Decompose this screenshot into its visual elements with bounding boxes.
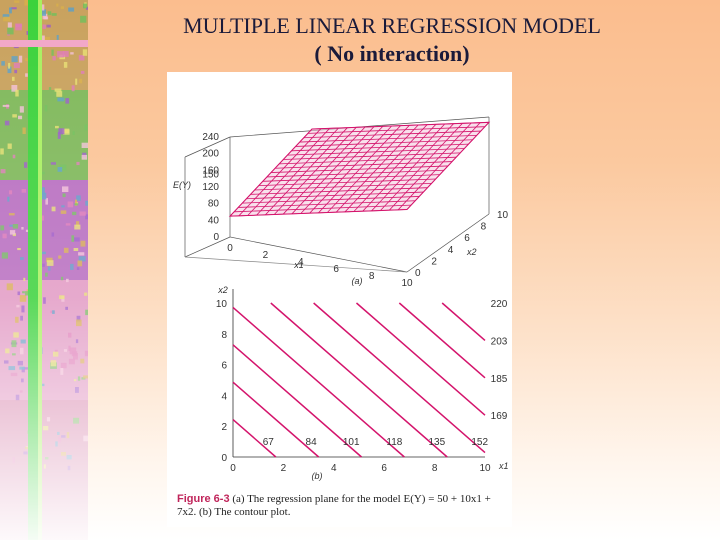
x1-tick-label: 0 [227, 243, 233, 254]
x1-tick-label: 4 [298, 257, 304, 268]
contour-x-tick-label: 0 [230, 463, 236, 474]
plane-grid-line [406, 122, 490, 210]
contour-level-label: 135 [429, 437, 446, 448]
plane-grid-line [279, 156, 457, 165]
contour-line [398, 302, 486, 379]
figure-panel: 0 40 80 120 150 160 200 240 E(Y) 0 2 4 6 8 10 x1 0 2 4 6 8 10… [167, 72, 512, 527]
regression-plane [228, 121, 491, 217]
contour-x-tick-label: 10 [479, 463, 491, 474]
contour-x-axis-label: x1 [498, 461, 509, 471]
contour-axis-labels: 67 84 101 118 135 152 169 185 203 220 0 2 4 6 8 10 x1 0 2 4… [216, 285, 509, 481]
contour-y-tick-label: 10 [216, 299, 228, 310]
plane-grid-line [380, 123, 463, 211]
x2-tick-label: 6 [464, 233, 470, 244]
plane-grid-line [303, 130, 481, 139]
plane-grid-line [283, 152, 461, 160]
plane-grid-line [327, 125, 410, 213]
contour-level-label: 84 [306, 437, 318, 448]
x1-tick-label: 8 [369, 271, 375, 282]
plane-grid-line [287, 148, 465, 156]
slide-subtitle: ( No interaction) [314, 41, 470, 66]
contour-lines [232, 302, 486, 458]
x2-tick-label: 8 [481, 222, 487, 233]
contour-level-label: 118 [386, 437, 402, 448]
contour-y-tick-label: 8 [221, 330, 227, 341]
contour-y-tick-label: 6 [221, 361, 227, 372]
contour-level-label: 203 [491, 336, 508, 347]
caption-text: (a) The regression plane for the model E… [177, 493, 491, 518]
figure-svg: 04080120150160200240E(Y)0246810x10246810… [173, 116, 509, 481]
contour-axes [232, 289, 485, 458]
x1-tick-label: 2 [263, 250, 269, 261]
x2-tick-label: 2 [431, 256, 437, 267]
z-axis-label: E(Y) [173, 180, 191, 190]
plane-grid-line [229, 128, 313, 217]
panel-b-label: (b) [312, 471, 323, 481]
z-tick-label: 240 [202, 132, 219, 143]
plane-grid-line [270, 165, 449, 173]
plane-grid-line [311, 121, 490, 130]
figure-caption: Figure 6-3 (a) The regression plane for … [177, 493, 507, 519]
contour-level-label: 67 [263, 437, 275, 448]
plane-grid-line [275, 161, 453, 169]
z-tick-label: 0 [213, 232, 219, 243]
contour-line [313, 302, 486, 454]
z-tick-label: 160 [202, 165, 219, 176]
slide-title: MULTIPLE LINEAR REGRESSION MODEL [183, 13, 601, 38]
plane-grid-line [397, 122, 481, 211]
contour-y-axis-label: x2 [217, 285, 228, 295]
contour-y-tick-label: 0 [221, 453, 227, 464]
contour-y-tick-label: 2 [221, 422, 227, 433]
contour-level-label: 169 [491, 411, 508, 422]
contour-line [270, 302, 448, 458]
contour-x-tick-label: 2 [281, 463, 287, 474]
contour-y-tick-label: 4 [221, 391, 227, 402]
contour-x-tick-label: 6 [381, 463, 387, 474]
contour-line [232, 381, 320, 458]
caption-label: Figure 6-3 [177, 493, 230, 505]
contour-level-label: 152 [471, 437, 488, 448]
contour-x-tick-label: 8 [432, 463, 438, 474]
contour-line [232, 306, 405, 458]
x1-tick-label: 6 [333, 264, 339, 275]
plane-grid-line [344, 124, 428, 213]
plane-grid-line [362, 123, 446, 212]
x2-tick-label: 0 [415, 268, 421, 279]
plane-grid-line [291, 143, 469, 152]
surface-axis-labels: 04080120150160200240E(Y)0246810x10246810… [173, 132, 509, 289]
z-tick-label: 200 [202, 149, 219, 160]
z-tick-label: 150 [202, 170, 219, 181]
contour-x-tick-label: 4 [331, 463, 337, 474]
z-tick-label: 120 [202, 182, 219, 193]
contour-line [355, 302, 486, 416]
x2-axis-label: x2 [466, 247, 477, 257]
plane-grid-line [307, 126, 485, 134]
z-tick-label: 80 [208, 199, 220, 210]
plane-grid-line [335, 124, 419, 213]
contour-level-label: 185 [491, 374, 508, 385]
contour-line [232, 419, 277, 458]
x1-axis-label: x1 [293, 260, 304, 270]
panel-a-label: (a) [352, 276, 363, 286]
z-tick-label: 40 [208, 215, 220, 226]
decorative-side-strip [0, 0, 88, 540]
plane-grid-line [295, 139, 473, 147]
contour-level-label: 220 [491, 299, 508, 310]
plane-grid-line [371, 123, 454, 212]
plane-grid-line [299, 135, 477, 143]
x2-tick-label: 10 [497, 210, 509, 221]
contour-line [232, 344, 363, 458]
contour-line [441, 302, 486, 341]
contour-level-label: 101 [343, 437, 360, 448]
plane-grid-line [353, 124, 437, 212]
x2-tick-label: 4 [448, 245, 454, 256]
x1-tick-label: 10 [401, 278, 413, 289]
plane-grid-line [229, 209, 408, 217]
plane-grid-line [389, 122, 472, 211]
surface-plot-box [184, 116, 490, 273]
